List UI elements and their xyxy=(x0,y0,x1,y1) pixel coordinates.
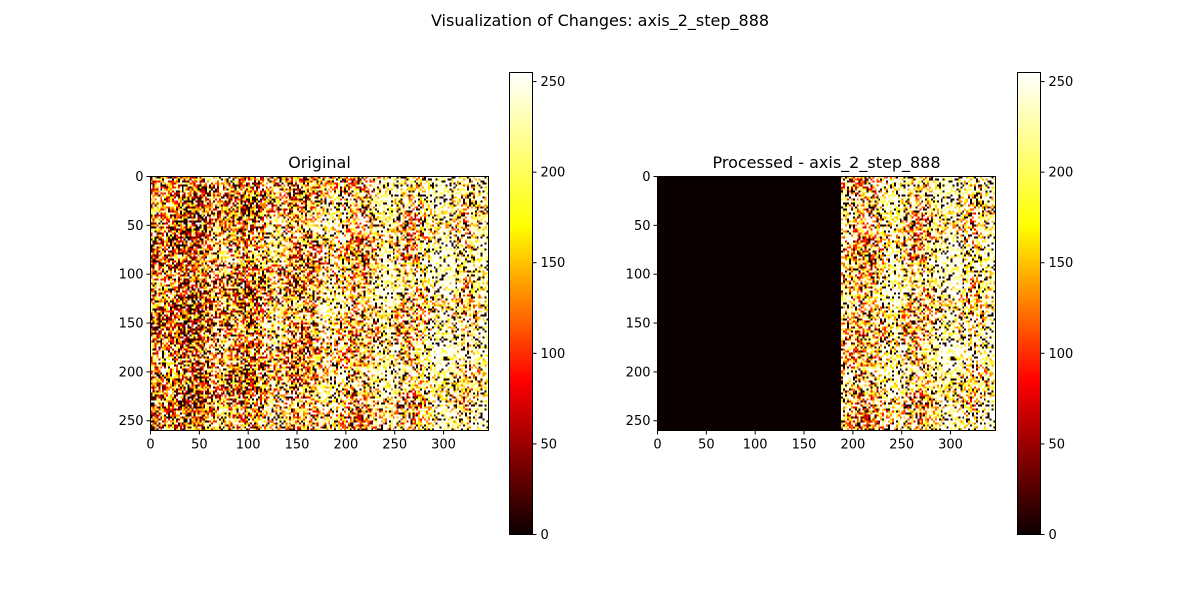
x-tick-label: 200 xyxy=(333,438,358,453)
colorbar-tick-label: 100 xyxy=(1049,347,1074,362)
x-tick-label: 100 xyxy=(236,438,261,453)
colorbar-tick-label: 200 xyxy=(1049,166,1074,181)
colorbar-frame xyxy=(1017,72,1041,535)
colorbar-tick-label: 250 xyxy=(541,75,566,90)
y-tick-label: 200 xyxy=(626,365,651,380)
y-axis-original: 0 50 100 150 200 250 xyxy=(119,170,151,429)
x-tick-label: 0 xyxy=(146,438,154,453)
y-axis-processed: 0 50 100 150 200 250 xyxy=(626,170,658,429)
heatmap-original xyxy=(150,176,489,431)
figure-suptitle: Visualization of Changes: axis_2_step_88… xyxy=(431,11,769,31)
colorbar-tick-label: 50 xyxy=(541,437,558,452)
x-tick-label: 50 xyxy=(191,438,208,453)
colorbar-frame xyxy=(509,72,533,535)
colorbar-tick-label: 200 xyxy=(541,166,566,181)
colorbar-tick-label: 150 xyxy=(541,256,566,271)
y-tick-label: 100 xyxy=(626,268,651,283)
colorbar-processed: 0 50 100 150 200 250 xyxy=(1017,72,1074,543)
y-tick-label: 50 xyxy=(634,219,651,234)
x-tick-label: 100 xyxy=(743,438,768,453)
colorbar-tick-label: 0 xyxy=(541,528,549,543)
y-tick-label: 0 xyxy=(135,170,143,185)
heatmap-pixels xyxy=(150,176,489,431)
x-tick-label: 0 xyxy=(653,438,661,453)
x-tick-label: 300 xyxy=(431,438,456,453)
axes-frame-processed xyxy=(657,176,996,431)
colorbar-original: 0 50 100 150 200 250 xyxy=(509,72,566,543)
x-tick-label: 150 xyxy=(285,438,310,453)
heatmap-processed xyxy=(657,176,996,431)
colorbar-gradient xyxy=(1017,72,1041,535)
y-tick-label: 250 xyxy=(119,414,144,429)
colorbar-tick-label: 100 xyxy=(541,347,566,362)
x-tick-label: 50 xyxy=(698,438,715,453)
x-tick-label: 250 xyxy=(889,438,914,453)
x-axis-processed: 0 50 100 150 200 250 300 xyxy=(653,430,963,453)
x-tick-label: 150 xyxy=(792,438,817,453)
colorbar-tick-label: 150 xyxy=(1049,256,1074,271)
heatmap-pixels xyxy=(657,176,996,431)
y-tick-label: 150 xyxy=(626,317,651,332)
x-tick-label: 200 xyxy=(840,438,865,453)
y-tick-label: 100 xyxy=(119,268,144,283)
axes-frame-original xyxy=(150,176,489,431)
panel-processed: Processed - axis_2_step_888 0 50 100 150 200… xyxy=(626,72,1074,543)
colorbar-tick-label: 0 xyxy=(1049,528,1057,543)
y-tick-label: 50 xyxy=(127,219,144,234)
colorbar-tick-label: 50 xyxy=(1049,437,1066,452)
panel-original: Original 0 50 100 150 200 250 300 0 50 100 150 200… xyxy=(119,72,566,543)
x-tick-label: 300 xyxy=(938,438,963,453)
panel-title-processed: Processed - axis_2_step_888 xyxy=(712,153,940,173)
y-tick-label: 150 xyxy=(119,317,144,332)
panel-title-original: Original xyxy=(288,153,351,172)
y-tick-label: 200 xyxy=(119,365,144,380)
x-tick-label: 250 xyxy=(382,438,407,453)
x-axis-original: 0 50 100 150 200 250 300 xyxy=(146,430,456,453)
colorbar-tick-label: 250 xyxy=(1049,75,1074,90)
y-tick-label: 250 xyxy=(626,414,651,429)
colorbar-gradient xyxy=(509,72,533,535)
y-tick-label: 0 xyxy=(642,170,650,185)
